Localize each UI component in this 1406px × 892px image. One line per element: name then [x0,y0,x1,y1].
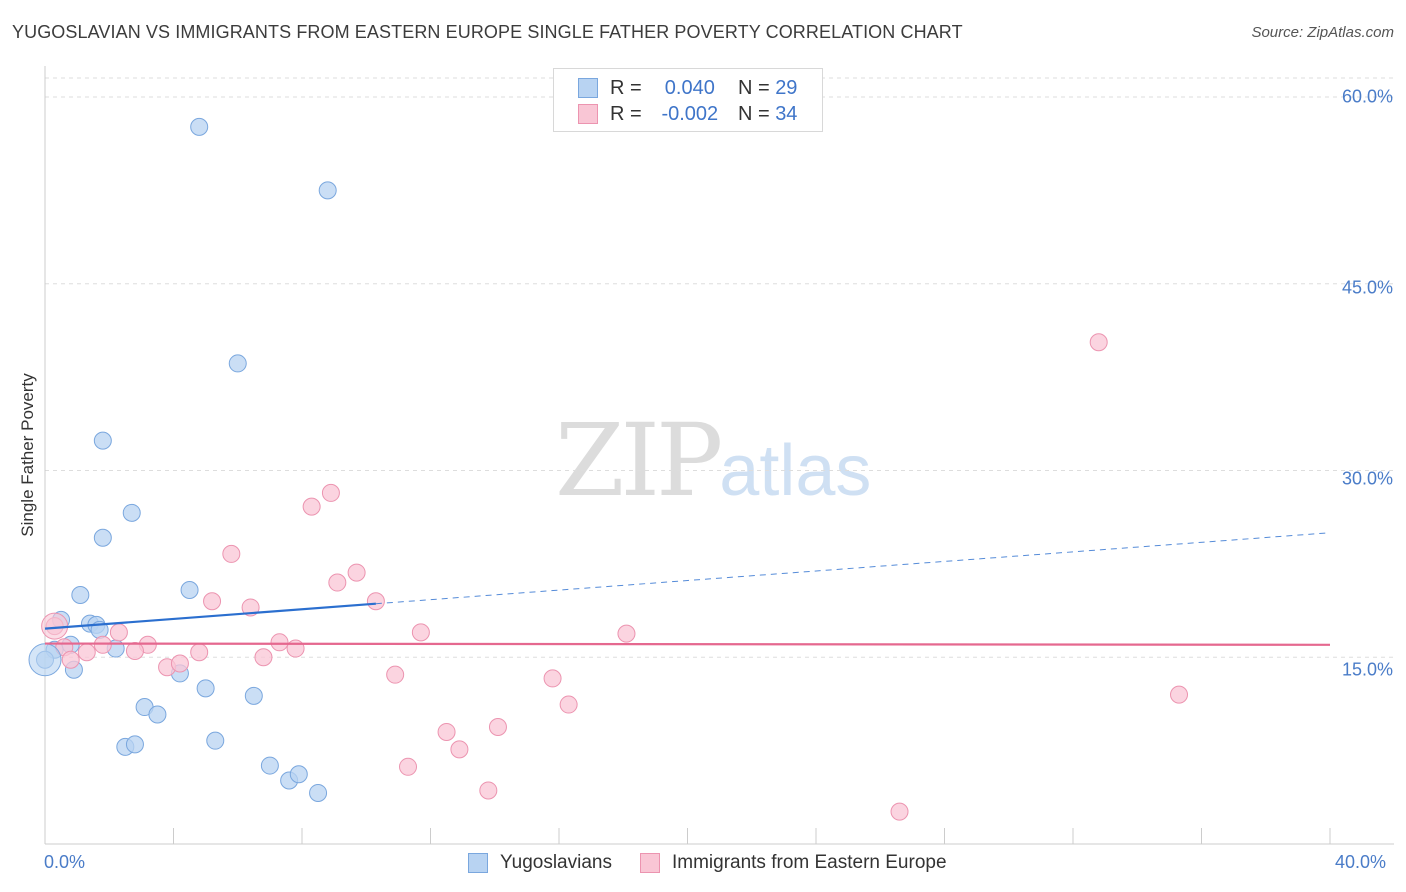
point-immigrants [450,740,469,759]
point-immigrants [93,635,112,654]
n-value: 34 [775,102,798,125]
point-immigrants [321,483,340,502]
point-immigrants [190,643,209,662]
point-yugoslavians [71,586,90,604]
point-immigrants [125,642,144,661]
point-immigrants [270,633,289,652]
point-immigrants [347,563,366,582]
n-value: 29 [775,76,798,99]
point-immigrants [77,643,96,662]
point-yugoslavians [125,735,144,754]
point-immigrants [411,623,430,642]
point-immigrants [479,781,498,800]
point-yugoslavians-cluster [28,643,62,677]
point-yugoslavians [148,705,167,724]
point-yugoslavians [206,731,225,750]
trendline-immigrants [44,642,1331,646]
stats-legend-row-yugoslavians: R = 0.040 N = 29 [578,76,797,100]
point-immigrants [203,592,222,611]
point-immigrants [437,722,456,741]
point-immigrants [399,757,418,776]
stats-legend-row-immigrants: R = -0.002 N = 34 [578,102,797,126]
y-tick-label-15: 15.0% [1341,659,1393,680]
x-tick-label-min: 0.0% [44,852,86,872]
point-immigrants [488,717,507,736]
blue-swatch [578,78,598,98]
point-yugoslavians [180,581,199,600]
r-value: -0.002 [661,102,719,125]
point-yugoslavians [309,783,328,802]
legend-item-immigrants: Immigrants from Eastern Europe [639,852,947,874]
point-yugoslavians [228,354,247,373]
source-label: Source: ZipAtlas.com [1251,24,1394,41]
x-tick-label-max: 40.0% [1335,852,1387,872]
point-yugoslavians [289,765,308,784]
n-label: N = [737,76,770,99]
point-immigrants [61,650,80,669]
trendline-yugoslavians-extension [375,532,1331,605]
point-immigrants [1170,685,1189,704]
watermark-zip: ZIP [555,402,723,519]
y-tick-label-45: 45.0% [1341,277,1393,298]
trendline-yugoslavians [44,602,376,630]
point-immigrants [254,648,273,667]
stats-legend: R = 0.040 N = 29 R = -0.002 N = 34 [553,68,823,132]
point-immigrants [890,802,909,821]
point-immigrants [559,695,578,714]
y-axis-label: Single Father Poverty [18,373,37,537]
chart-title: YUGOSLAVIAN VS IMMIGRANTS FROM EASTERN E… [12,22,963,42]
r-label: R = [610,76,642,99]
point-yugoslavians [122,503,141,522]
point-yugoslavians [318,181,337,200]
point-yugoslavians [93,431,112,450]
pink-swatch [578,104,598,124]
point-yugoslavians [93,528,112,547]
point-immigrants [302,497,321,516]
y-tick-label-30: 30.0% [1341,468,1393,489]
pink-swatch [639,853,660,873]
legend-label: Immigrants from Eastern Europe [671,852,947,873]
r-label: R = [610,102,642,125]
point-immigrants [109,623,128,642]
point-immigrants [286,639,305,658]
point-immigrants [222,544,241,563]
series-legend: Yugoslavians Immigrants from Eastern Eur… [468,852,975,874]
point-immigrants [617,624,636,643]
point-yugoslavians [190,117,209,136]
point-immigrants [170,654,189,673]
y-tick-label-60: 60.0% [1341,86,1393,107]
legend-label: Yugoslavians [500,852,612,873]
r-value: 0.040 [664,76,715,99]
point-immigrants [366,592,385,611]
point-yugoslavians [260,756,279,775]
legend-item-yugoslavians: Yugoslavians [468,852,612,874]
point-immigrants [543,669,562,688]
n-label: N = [737,102,770,125]
point-immigrants [386,665,405,684]
point-yugoslavians [196,679,215,698]
point-yugoslavians [244,686,263,705]
point-immigrants [241,598,260,617]
point-immigrants [1089,333,1108,352]
blue-swatch [468,853,488,873]
point-immigrants [328,573,347,592]
